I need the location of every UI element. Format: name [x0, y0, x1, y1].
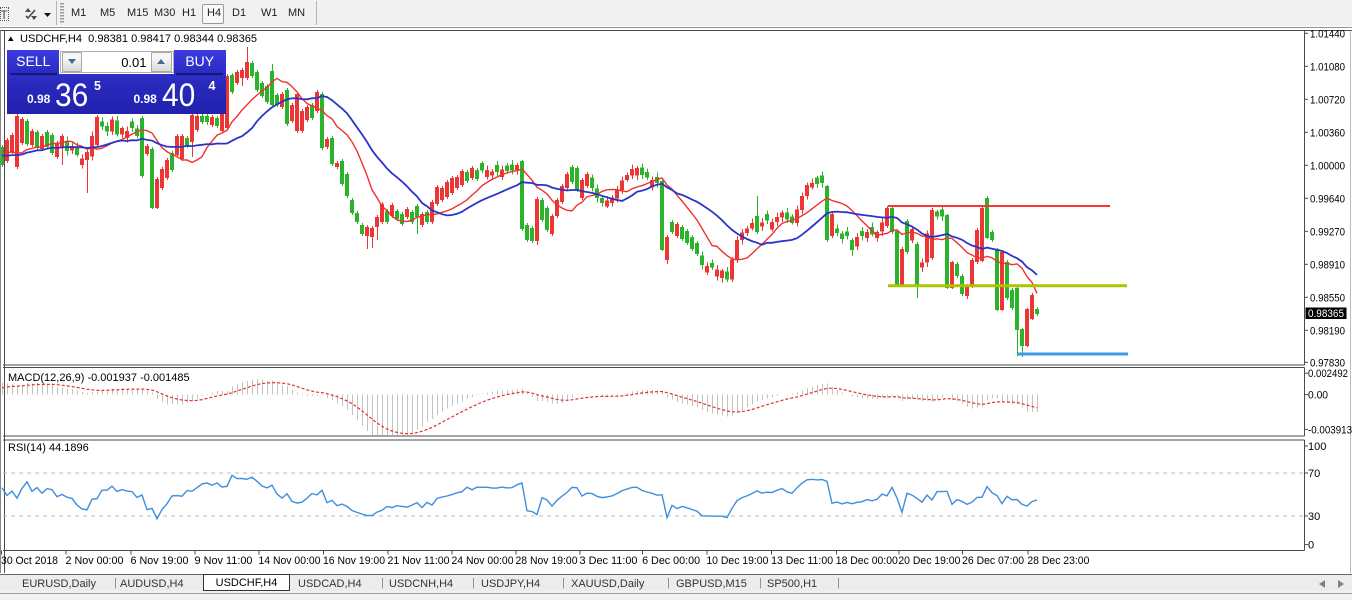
svg-text:1.01080: 1.01080	[1310, 61, 1345, 73]
svg-text:1.00000: 1.00000	[1310, 160, 1345, 172]
svg-text:1.01440: 1.01440	[1310, 28, 1345, 40]
svg-text:0.002492: 0.002492	[1308, 368, 1348, 380]
svg-text:24 Nov 00:00: 24 Nov 00:00	[452, 555, 514, 567]
svg-text:0.99270: 0.99270	[1310, 226, 1345, 238]
svg-text:0.98550: 0.98550	[1310, 292, 1345, 304]
svg-text:0.98365: 0.98365	[1308, 308, 1344, 320]
svg-text:16 Nov 19:00: 16 Nov 19:00	[323, 555, 385, 567]
svg-text:MACD(12,26,9) -0.001937 -0.001: MACD(12,26,9) -0.001937 -0.001485	[8, 372, 190, 384]
svg-text:0: 0	[1308, 540, 1314, 552]
svg-text:0.00: 0.00	[1308, 390, 1328, 402]
svg-text:USDCHF,H4 0.98381 0.98417 0.9: USDCHF,H4 0.98381 0.98417 0.98344 0.9836…	[20, 33, 257, 45]
svg-text:18 Dec 00:00: 18 Dec 00:00	[836, 555, 898, 567]
svg-text:70: 70	[1308, 468, 1320, 480]
svg-text:0.98190: 0.98190	[1310, 325, 1345, 337]
svg-text:RSI(14) 44.1896: RSI(14) 44.1896	[8, 442, 89, 454]
svg-text:6 Dec 00:00: 6 Dec 00:00	[642, 555, 700, 567]
svg-text:28 Dec 23:00: 28 Dec 23:00	[1027, 555, 1089, 567]
svg-text:1.00720: 1.00720	[1310, 94, 1345, 106]
svg-text:20 Dec 19:00: 20 Dec 19:00	[898, 555, 960, 567]
svg-text:21 Nov 11:00: 21 Nov 11:00	[388, 555, 450, 567]
svg-text:3 Dec 11:00: 3 Dec 11:00	[580, 555, 638, 567]
svg-text:0.97830: 0.97830	[1310, 357, 1345, 369]
svg-text:10 Dec 19:00: 10 Dec 19:00	[706, 555, 768, 567]
svg-text:28 Nov 19:00: 28 Nov 19:00	[516, 555, 578, 567]
svg-text:30: 30	[1308, 511, 1320, 523]
svg-text:9 Nov 11:00: 9 Nov 11:00	[195, 555, 253, 567]
svg-text:0.98910: 0.98910	[1310, 259, 1345, 271]
svg-text:2 Nov 00:00: 2 Nov 00:00	[66, 555, 124, 567]
svg-text:30 Oct 2018: 30 Oct 2018	[1, 555, 58, 567]
svg-text:6 Nov 19:00: 6 Nov 19:00	[131, 555, 189, 567]
svg-text:100: 100	[1308, 441, 1326, 453]
svg-text:-0.003913: -0.003913	[1308, 424, 1352, 436]
svg-text:1.00360: 1.00360	[1310, 127, 1345, 139]
svg-text:26 Dec 07:00: 26 Dec 07:00	[962, 555, 1024, 567]
svg-text:14 Nov 00:00: 14 Nov 00:00	[259, 555, 321, 567]
svg-text:13 Dec 11:00: 13 Dec 11:00	[771, 555, 833, 567]
svg-text:0.99640: 0.99640	[1310, 193, 1345, 205]
